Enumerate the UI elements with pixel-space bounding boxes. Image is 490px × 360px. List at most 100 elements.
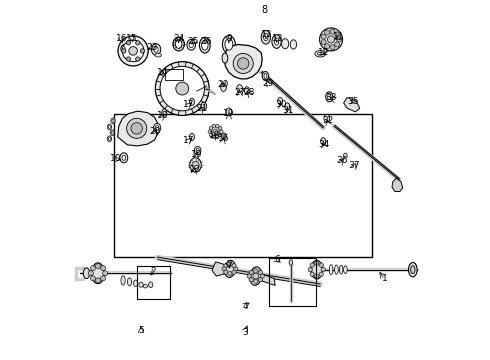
Circle shape: [212, 135, 216, 139]
Text: 11: 11: [333, 32, 344, 41]
Ellipse shape: [261, 31, 270, 44]
Circle shape: [258, 278, 263, 282]
Circle shape: [337, 37, 342, 42]
Ellipse shape: [324, 114, 330, 122]
Text: 35: 35: [347, 96, 358, 105]
Ellipse shape: [264, 34, 268, 41]
Circle shape: [321, 34, 326, 39]
Circle shape: [315, 261, 319, 265]
Circle shape: [122, 49, 126, 53]
Text: 1: 1: [382, 274, 388, 283]
Circle shape: [212, 124, 216, 128]
Circle shape: [234, 267, 238, 271]
Circle shape: [319, 272, 323, 276]
Ellipse shape: [211, 126, 220, 138]
Ellipse shape: [108, 137, 111, 140]
Circle shape: [327, 36, 335, 43]
Text: 20: 20: [218, 81, 229, 90]
Text: 31: 31: [282, 105, 294, 114]
Ellipse shape: [83, 268, 90, 279]
Text: 22: 22: [189, 165, 200, 174]
Circle shape: [310, 263, 314, 267]
Circle shape: [160, 66, 204, 111]
Bar: [270, 258, 316, 306]
Text: 13: 13: [261, 30, 272, 39]
Ellipse shape: [272, 35, 281, 48]
Circle shape: [140, 49, 145, 53]
Circle shape: [308, 267, 313, 272]
Circle shape: [219, 133, 222, 137]
Ellipse shape: [111, 131, 113, 134]
Text: 19: 19: [223, 109, 235, 118]
Ellipse shape: [175, 40, 182, 48]
Circle shape: [249, 270, 253, 275]
Polygon shape: [392, 178, 403, 192]
Ellipse shape: [153, 123, 161, 133]
Ellipse shape: [162, 109, 167, 116]
Circle shape: [224, 270, 228, 274]
Ellipse shape: [225, 39, 233, 50]
Ellipse shape: [112, 120, 114, 122]
Text: 4: 4: [242, 302, 248, 311]
Circle shape: [90, 266, 96, 271]
Ellipse shape: [190, 134, 195, 140]
Ellipse shape: [127, 278, 132, 286]
Ellipse shape: [190, 98, 195, 105]
Text: 23: 23: [146, 43, 157, 52]
Ellipse shape: [189, 42, 194, 48]
Circle shape: [228, 262, 232, 266]
Circle shape: [247, 274, 251, 278]
Circle shape: [192, 161, 199, 168]
Polygon shape: [343, 98, 360, 112]
Circle shape: [254, 269, 258, 273]
Circle shape: [131, 123, 143, 134]
Circle shape: [335, 32, 340, 37]
Ellipse shape: [262, 72, 269, 81]
Ellipse shape: [318, 52, 323, 55]
Circle shape: [209, 126, 213, 130]
Circle shape: [321, 40, 326, 45]
Text: 30: 30: [275, 100, 287, 109]
Text: 6: 6: [274, 255, 280, 264]
Circle shape: [100, 276, 105, 281]
Circle shape: [100, 266, 105, 271]
Text: 37: 37: [348, 161, 360, 170]
Ellipse shape: [237, 85, 243, 93]
Circle shape: [324, 44, 330, 49]
Polygon shape: [118, 111, 158, 146]
Circle shape: [232, 270, 236, 274]
Ellipse shape: [222, 53, 228, 63]
Text: 18: 18: [209, 131, 221, 140]
Text: 18: 18: [157, 111, 168, 120]
Circle shape: [228, 271, 232, 276]
Circle shape: [233, 53, 253, 73]
Text: 7: 7: [226, 260, 232, 269]
Ellipse shape: [245, 87, 249, 94]
Bar: [166, 69, 183, 80]
Text: 12: 12: [318, 48, 330, 57]
Ellipse shape: [311, 260, 322, 279]
Circle shape: [249, 278, 253, 282]
Ellipse shape: [155, 126, 159, 130]
Text: 3: 3: [242, 328, 248, 337]
Circle shape: [208, 130, 212, 134]
Ellipse shape: [222, 36, 235, 53]
Circle shape: [126, 57, 131, 61]
Circle shape: [102, 271, 108, 276]
Circle shape: [224, 264, 228, 268]
Ellipse shape: [315, 50, 326, 57]
Circle shape: [216, 124, 219, 128]
Ellipse shape: [107, 136, 112, 141]
Ellipse shape: [155, 53, 161, 57]
Ellipse shape: [122, 46, 125, 51]
Ellipse shape: [285, 103, 290, 110]
Circle shape: [90, 276, 96, 281]
Ellipse shape: [221, 133, 227, 139]
Text: 9: 9: [226, 34, 232, 43]
Ellipse shape: [148, 282, 153, 288]
Text: 19: 19: [191, 150, 202, 159]
Circle shape: [258, 270, 263, 275]
Circle shape: [216, 135, 219, 139]
Ellipse shape: [411, 266, 415, 274]
Circle shape: [324, 30, 330, 35]
